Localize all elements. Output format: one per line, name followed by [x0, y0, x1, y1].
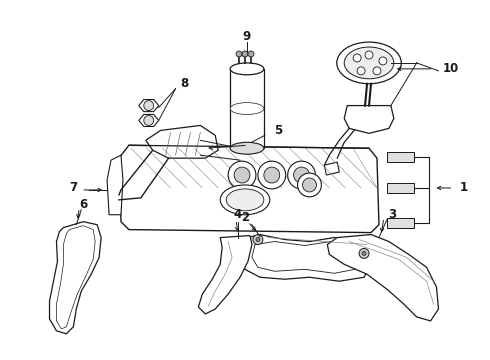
Polygon shape [387, 218, 414, 228]
Circle shape [357, 67, 365, 75]
Circle shape [373, 67, 381, 75]
Polygon shape [324, 162, 339, 175]
Text: 1: 1 [459, 181, 467, 194]
Ellipse shape [344, 47, 394, 79]
Polygon shape [387, 152, 414, 162]
Ellipse shape [220, 185, 270, 215]
Text: 7: 7 [69, 181, 77, 194]
Ellipse shape [230, 103, 264, 114]
Polygon shape [139, 100, 159, 112]
Circle shape [359, 248, 369, 258]
Polygon shape [198, 235, 252, 314]
Circle shape [297, 173, 321, 197]
Circle shape [288, 161, 316, 189]
Polygon shape [49, 222, 101, 334]
Polygon shape [344, 105, 394, 133]
Circle shape [258, 161, 286, 189]
Text: 2: 2 [241, 211, 249, 224]
Ellipse shape [337, 42, 401, 84]
Polygon shape [107, 155, 123, 215]
Circle shape [362, 251, 366, 255]
Circle shape [236, 51, 242, 57]
Ellipse shape [230, 63, 264, 75]
Circle shape [144, 116, 154, 125]
Text: 9: 9 [243, 30, 251, 42]
Circle shape [234, 167, 250, 183]
Circle shape [256, 238, 260, 242]
Text: 4: 4 [234, 208, 242, 221]
Polygon shape [139, 114, 159, 126]
Circle shape [253, 235, 263, 244]
Circle shape [228, 161, 256, 189]
Circle shape [242, 51, 248, 57]
Polygon shape [387, 183, 414, 193]
Circle shape [248, 51, 254, 57]
Polygon shape [252, 242, 361, 273]
Polygon shape [242, 235, 371, 281]
Ellipse shape [230, 142, 264, 154]
Text: 3: 3 [388, 208, 396, 221]
Text: 10: 10 [442, 62, 459, 75]
Circle shape [264, 167, 280, 183]
Circle shape [365, 51, 373, 59]
Text: 6: 6 [79, 198, 87, 211]
Polygon shape [146, 125, 218, 158]
Circle shape [379, 57, 387, 65]
Polygon shape [230, 69, 264, 148]
Polygon shape [56, 226, 95, 329]
Text: 5: 5 [273, 124, 282, 137]
Polygon shape [119, 145, 379, 233]
Ellipse shape [226, 189, 264, 211]
Circle shape [302, 178, 317, 192]
Text: 8: 8 [180, 77, 189, 90]
Circle shape [294, 167, 310, 183]
Polygon shape [327, 235, 439, 321]
Circle shape [353, 54, 361, 62]
Circle shape [144, 100, 154, 111]
